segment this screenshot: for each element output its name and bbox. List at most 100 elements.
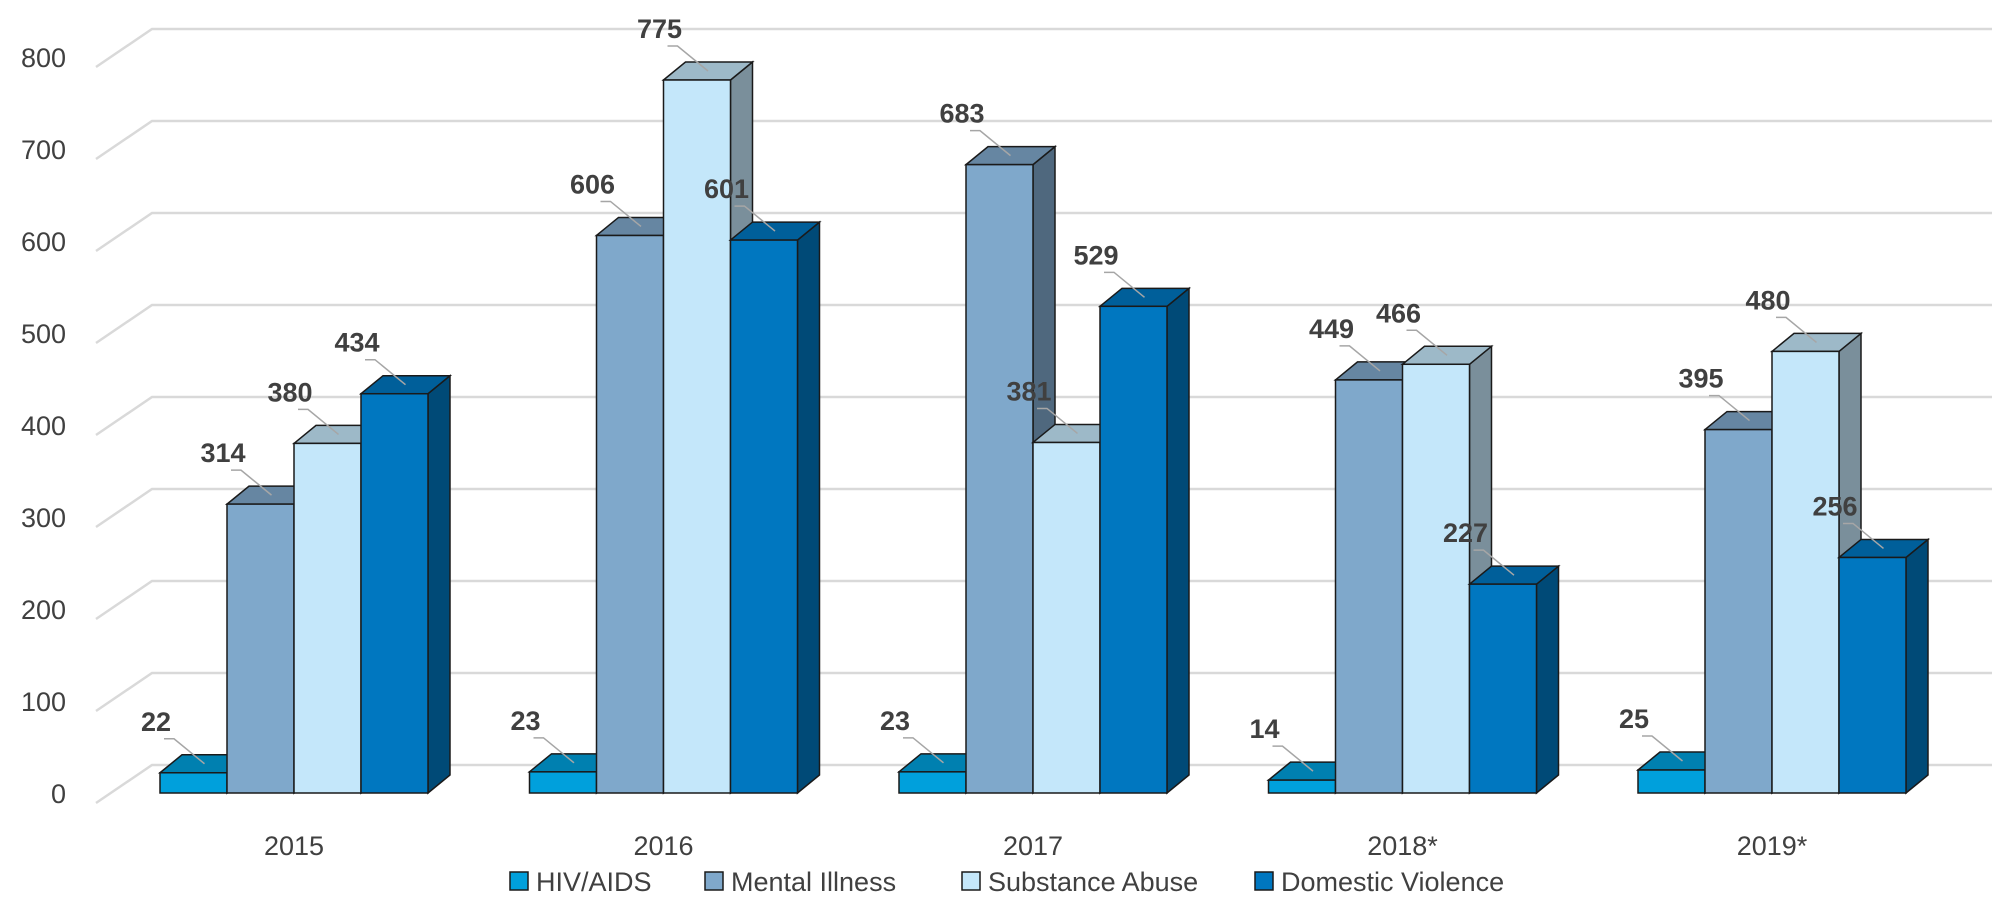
legend-swatch (961, 871, 981, 891)
x-category-label: 2019* (1737, 831, 1808, 861)
bar-front (729, 239, 799, 794)
data-label-leader (1709, 394, 1750, 422)
bar-side (427, 374, 451, 795)
x-category-label: 2016 (633, 831, 693, 861)
data-label: 23 (880, 706, 910, 736)
bar (1467, 564, 1561, 795)
bar-front (226, 503, 295, 794)
data-label: 775 (637, 14, 682, 44)
data-label-leader (1339, 345, 1381, 372)
data-label: 601 (704, 174, 749, 204)
bar-front (1401, 363, 1471, 794)
data-label: 14 (1249, 714, 1279, 744)
bar-front (1099, 305, 1168, 794)
y-axis-ticks: 0 100 200 300 400 500 600 700 800 (21, 43, 66, 809)
bar (728, 220, 822, 795)
x-category-label: 2015 (264, 831, 324, 861)
bar-side (796, 220, 821, 795)
bar-front (898, 771, 967, 794)
data-label-leader (298, 408, 339, 435)
data-label-leader (365, 358, 406, 386)
bar-front (159, 772, 228, 794)
legend-label: Mental Illness (731, 867, 896, 897)
gridline (95, 303, 1992, 345)
y-tick-label: 600 (21, 227, 66, 257)
bar-side (1166, 286, 1190, 795)
legend-item: HIV/AIDS (509, 867, 652, 897)
gridline (95, 119, 1992, 161)
y-tick-label: 700 (21, 135, 66, 165)
bar-front (1704, 428, 1773, 794)
y-tick-label: 0 (51, 779, 66, 809)
data-label-leader (231, 469, 272, 496)
bars (157, 60, 1931, 795)
data-label: 380 (267, 377, 312, 407)
data-label: 25 (1619, 704, 1649, 734)
bar-front (1334, 379, 1404, 794)
bar-front (662, 79, 732, 794)
bar-front (1267, 779, 1337, 794)
data-label-leader (1272, 745, 1314, 772)
data-label-leader (533, 737, 575, 764)
bar-front (1838, 556, 1907, 794)
data-label-leader (734, 205, 776, 232)
bar-front (1771, 350, 1840, 794)
bar (358, 374, 453, 795)
y-tick-label: 100 (21, 687, 66, 717)
data-label-leader (1104, 271, 1145, 298)
data-label: 683 (939, 99, 984, 129)
bar-front (1468, 583, 1538, 794)
y-tick-label: 300 (21, 503, 66, 533)
data-label-leader (1406, 329, 1448, 356)
legend-item: Substance Abuse (961, 867, 1198, 897)
legend-label: Domestic Violence (1281, 867, 1504, 897)
x-category-label: 2017 (1003, 831, 1063, 861)
data-label: 434 (334, 328, 379, 358)
bar-front (528, 771, 598, 794)
data-label: 314 (200, 438, 245, 468)
data-labels: 22 314 380 434 23 606 775 601 23 683 381 529 14 449 46… (141, 14, 1884, 772)
data-label-leader (1843, 522, 1884, 550)
data-label-leader (1473, 549, 1515, 576)
bar-front (1637, 769, 1706, 794)
legend: HIV/AIDS Mental Illness Substance Abuse Dom… (509, 867, 1504, 897)
data-label: 23 (510, 706, 540, 736)
legend-label: Substance Abuse (988, 867, 1198, 897)
data-label-leader (903, 737, 944, 764)
bar-front (360, 392, 429, 794)
bar (1400, 344, 1494, 795)
legend-item: Domestic Violence (1254, 867, 1504, 897)
data-label: 22 (141, 707, 171, 737)
bar-front (293, 442, 362, 794)
bar (1836, 537, 1931, 795)
legend-item: Mental Illness (704, 867, 896, 897)
data-label-leader (1642, 735, 1683, 762)
bar-side (1535, 564, 1560, 795)
legend-label: HIV/AIDS (536, 867, 652, 897)
legend-swatch (509, 871, 529, 891)
data-label: 466 (1376, 298, 1421, 328)
data-label: 529 (1073, 240, 1118, 270)
data-label: 227 (1443, 518, 1488, 548)
data-label-leader (667, 45, 709, 72)
y-tick-label: 800 (21, 43, 66, 73)
y-tick-label: 200 (21, 595, 66, 625)
data-label-leader (600, 200, 642, 228)
data-label: 381 (1006, 376, 1051, 406)
bar-side (1905, 537, 1929, 795)
data-label: 606 (570, 169, 615, 199)
data-label-leader (164, 738, 205, 765)
bar (1097, 286, 1192, 795)
data-label: 480 (1745, 285, 1790, 315)
legend-swatch (1254, 871, 1274, 891)
gridline (95, 27, 1992, 69)
legend-swatch (704, 871, 724, 891)
data-label-leader (1776, 316, 1817, 343)
x-category-label: 2018* (1367, 831, 1438, 861)
y-tick-label: 400 (21, 411, 66, 441)
data-label: 256 (1812, 491, 1857, 521)
bar-front (1032, 441, 1101, 794)
data-label: 395 (1678, 364, 1723, 394)
